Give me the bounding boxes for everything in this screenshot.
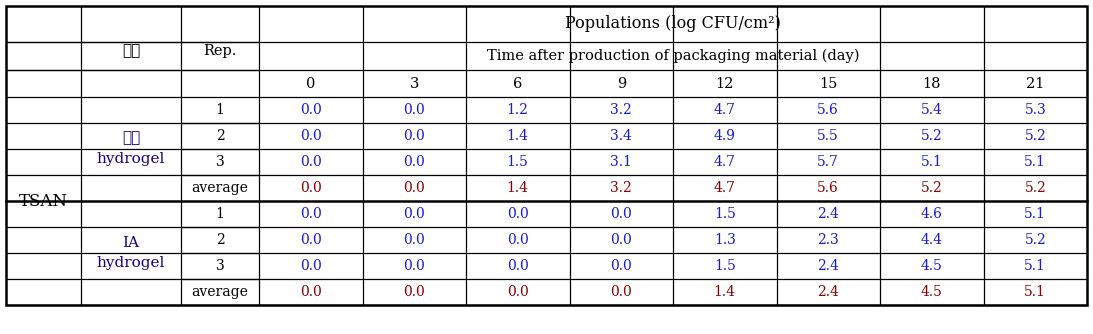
Text: 0.0: 0.0 xyxy=(299,155,321,169)
Text: 0.0: 0.0 xyxy=(507,259,529,273)
Text: 1.5: 1.5 xyxy=(714,207,736,221)
Text: 3: 3 xyxy=(215,259,224,273)
Text: 12: 12 xyxy=(716,76,733,91)
Text: 2.3: 2.3 xyxy=(818,233,839,247)
Text: 5.6: 5.6 xyxy=(818,103,839,117)
Text: hydrogel: hydrogel xyxy=(97,152,165,166)
Text: 5.6: 5.6 xyxy=(818,181,839,195)
Text: 0.0: 0.0 xyxy=(403,129,425,143)
Text: 21: 21 xyxy=(1026,76,1045,91)
Text: 0.0: 0.0 xyxy=(403,207,425,221)
Text: 3.4: 3.4 xyxy=(610,129,632,143)
Text: 0.0: 0.0 xyxy=(403,181,425,195)
Text: 18: 18 xyxy=(922,76,941,91)
Text: 0.0: 0.0 xyxy=(403,103,425,117)
Text: TSAN: TSAN xyxy=(19,192,68,209)
Text: 2: 2 xyxy=(215,233,224,247)
Text: 3.1: 3.1 xyxy=(610,155,632,169)
Text: 4.5: 4.5 xyxy=(920,285,942,299)
Text: 5.2: 5.2 xyxy=(1024,129,1046,143)
Text: IA: IA xyxy=(122,235,140,249)
Text: 1.5: 1.5 xyxy=(714,259,736,273)
Text: Rep.: Rep. xyxy=(203,44,237,58)
Text: 5.1: 5.1 xyxy=(1024,155,1046,169)
Text: 5.2: 5.2 xyxy=(1024,181,1046,195)
Text: 4.9: 4.9 xyxy=(714,129,736,143)
Text: 0.0: 0.0 xyxy=(610,207,632,221)
Text: 0.0: 0.0 xyxy=(403,285,425,299)
Text: 4.5: 4.5 xyxy=(920,259,942,273)
Text: 2: 2 xyxy=(215,129,224,143)
Text: 3: 3 xyxy=(410,76,419,91)
Text: 기존: 기존 xyxy=(122,132,140,146)
Text: 2.4: 2.4 xyxy=(818,285,839,299)
Text: 0.0: 0.0 xyxy=(403,259,425,273)
Text: 0.0: 0.0 xyxy=(610,233,632,247)
Text: 1: 1 xyxy=(215,103,224,117)
Text: average: average xyxy=(191,181,248,195)
Text: 3: 3 xyxy=(215,155,224,169)
Text: 5.7: 5.7 xyxy=(818,155,839,169)
Text: 0.0: 0.0 xyxy=(299,129,321,143)
Text: 2.4: 2.4 xyxy=(818,207,839,221)
Text: 0.0: 0.0 xyxy=(299,207,321,221)
Text: 0: 0 xyxy=(306,76,316,91)
Text: Populations (log CFU/cm²): Populations (log CFU/cm²) xyxy=(565,15,780,32)
Text: 0.0: 0.0 xyxy=(299,103,321,117)
Text: 1.4: 1.4 xyxy=(507,181,529,195)
Text: 0.0: 0.0 xyxy=(507,207,529,221)
Text: 1.5: 1.5 xyxy=(507,155,529,169)
Text: 5.4: 5.4 xyxy=(920,103,942,117)
Text: 5.2: 5.2 xyxy=(1024,233,1046,247)
Text: 2.4: 2.4 xyxy=(818,259,839,273)
Text: 4.7: 4.7 xyxy=(714,181,736,195)
Text: 1.4: 1.4 xyxy=(714,285,736,299)
Text: 구분: 구분 xyxy=(122,44,140,58)
Text: 0.0: 0.0 xyxy=(299,285,321,299)
Text: hydrogel: hydrogel xyxy=(97,257,165,271)
Text: 15: 15 xyxy=(819,76,837,91)
Text: 4.4: 4.4 xyxy=(920,233,943,247)
Text: 5.5: 5.5 xyxy=(818,129,839,143)
Text: 1.3: 1.3 xyxy=(714,233,736,247)
Text: 9: 9 xyxy=(616,76,626,91)
Text: 0.0: 0.0 xyxy=(507,285,529,299)
Text: 1: 1 xyxy=(215,207,224,221)
Text: 0.0: 0.0 xyxy=(299,259,321,273)
Text: 1.2: 1.2 xyxy=(507,103,529,117)
Text: 5.1: 5.1 xyxy=(1024,259,1046,273)
Text: 3.2: 3.2 xyxy=(610,181,632,195)
Text: 4.6: 4.6 xyxy=(920,207,942,221)
Text: 4.7: 4.7 xyxy=(714,155,736,169)
Text: 0.0: 0.0 xyxy=(610,285,632,299)
Text: 5.1: 5.1 xyxy=(920,155,942,169)
Text: 0.0: 0.0 xyxy=(507,233,529,247)
Bar xyxy=(5,6,1088,305)
Text: 6: 6 xyxy=(513,76,522,91)
Text: 5.1: 5.1 xyxy=(1024,207,1046,221)
Text: 4.7: 4.7 xyxy=(714,103,736,117)
Text: 5.2: 5.2 xyxy=(921,181,942,195)
Text: 0.0: 0.0 xyxy=(403,155,425,169)
Text: 5.1: 5.1 xyxy=(1024,285,1046,299)
Text: 5.2: 5.2 xyxy=(921,129,942,143)
Text: Time after production of packaging material (day): Time after production of packaging mater… xyxy=(486,49,859,63)
Text: 5.3: 5.3 xyxy=(1024,103,1046,117)
Text: average: average xyxy=(191,285,248,299)
Text: 0.0: 0.0 xyxy=(299,181,321,195)
Text: 0.0: 0.0 xyxy=(403,233,425,247)
Text: 1.4: 1.4 xyxy=(507,129,529,143)
Text: 3.2: 3.2 xyxy=(610,103,632,117)
Text: 0.0: 0.0 xyxy=(299,233,321,247)
Text: 0.0: 0.0 xyxy=(610,259,632,273)
